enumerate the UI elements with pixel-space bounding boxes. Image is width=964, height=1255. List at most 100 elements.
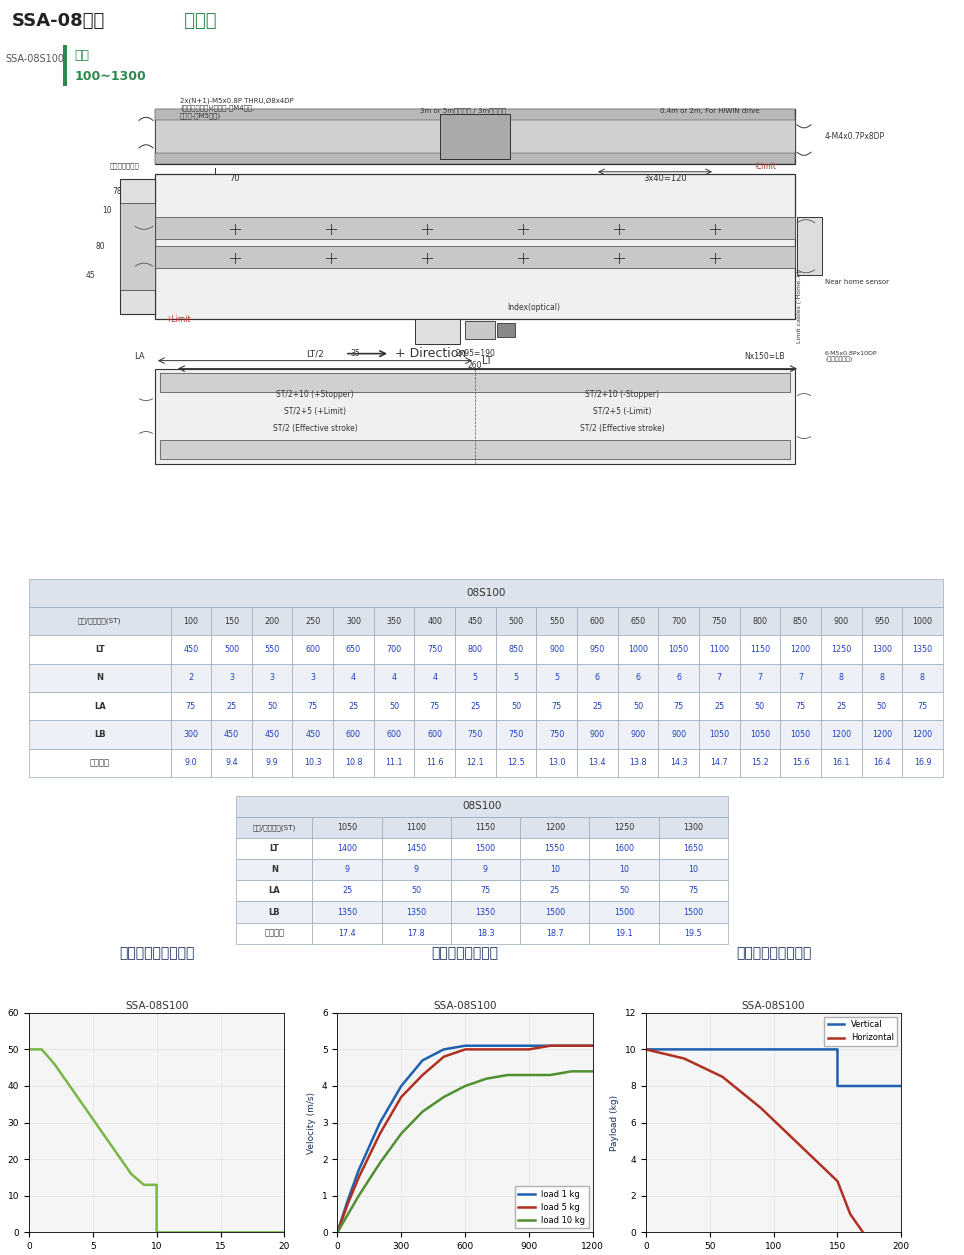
load 1 kg — [438, 1042, 449, 1057]
Bar — [821, 664, 862, 692]
Bar — [577, 692, 618, 720]
load 10 kg — [395, 1126, 407, 1141]
Text: 900: 900 — [671, 730, 686, 739]
Bar — [902, 664, 943, 692]
Text: 2x95=190: 2x95=190 — [455, 349, 495, 358]
Text: 450: 450 — [264, 730, 280, 739]
Text: 10: 10 — [619, 865, 629, 875]
Bar — [658, 664, 699, 692]
Bar — [455, 607, 495, 635]
Text: 1050: 1050 — [710, 730, 730, 739]
Text: 3x40=120: 3x40=120 — [643, 173, 686, 183]
Text: 13.4: 13.4 — [589, 758, 606, 767]
Bar — [171, 635, 211, 664]
Text: 400: 400 — [427, 616, 442, 625]
Line: load 10 kg: load 10 kg — [337, 1072, 593, 1232]
Bar — [902, 720, 943, 748]
Text: 機台重量: 機台重量 — [90, 758, 110, 767]
Text: 50: 50 — [619, 886, 629, 895]
Bar — [334, 635, 374, 664]
Bar — [902, 748, 943, 777]
Bar — [618, 664, 658, 692]
Text: 5: 5 — [514, 673, 519, 683]
Bar — [415, 664, 455, 692]
Vertical — [832, 1078, 844, 1093]
Bar — [120, 178, 155, 314]
Text: 9: 9 — [344, 865, 350, 875]
Legend: load 1 kg, load 5 kg, load 10 kg: load 1 kg, load 5 kg, load 10 kg — [515, 1186, 589, 1229]
Text: 17.8: 17.8 — [408, 929, 425, 937]
load 5 kg — [353, 1170, 364, 1185]
Bar — [862, 748, 902, 777]
load 5 kg — [374, 1126, 386, 1141]
Text: 3: 3 — [270, 673, 275, 683]
Bar — [821, 692, 862, 720]
Text: 50: 50 — [755, 702, 765, 710]
Bar — [862, 664, 902, 692]
Bar — [415, 748, 455, 777]
Text: 900: 900 — [834, 616, 848, 625]
Bar — [455, 635, 495, 664]
Bar — [312, 838, 382, 860]
Text: 1200: 1200 — [871, 730, 892, 739]
Text: 450: 450 — [468, 616, 483, 625]
Text: 750: 750 — [427, 645, 442, 654]
Line: load 5 kg: load 5 kg — [337, 1045, 593, 1232]
Bar — [658, 922, 728, 944]
Bar — [155, 217, 795, 238]
Text: 19.5: 19.5 — [684, 929, 702, 937]
Horizontal — [844, 1206, 856, 1221]
Text: 4: 4 — [432, 673, 438, 683]
Bar — [29, 607, 171, 635]
Text: 16.4: 16.4 — [873, 758, 891, 767]
Text: 500: 500 — [224, 645, 239, 654]
Bar — [521, 860, 589, 880]
Bar — [451, 838, 521, 860]
Bar — [536, 748, 577, 777]
Text: 15.2: 15.2 — [751, 758, 768, 767]
Text: 800: 800 — [752, 616, 767, 625]
load 10 kg — [566, 1064, 577, 1079]
Bar — [699, 635, 739, 664]
Text: 1500: 1500 — [475, 845, 495, 853]
load 1 kg — [332, 1225, 343, 1240]
Text: 9: 9 — [483, 865, 488, 875]
load 1 kg — [566, 1038, 577, 1053]
Bar — [495, 748, 536, 777]
Text: 行程: 行程 — [75, 49, 90, 63]
Text: 18.3: 18.3 — [477, 929, 495, 937]
Text: 10: 10 — [102, 206, 112, 215]
Bar — [589, 860, 658, 880]
Bar — [211, 635, 252, 664]
Text: 6: 6 — [676, 673, 682, 683]
Bar — [374, 720, 415, 748]
Bar — [374, 748, 415, 777]
Bar — [211, 748, 252, 777]
Bar — [252, 720, 292, 748]
Text: 3m or 5m馬達出線 / 3m選擇出線: 3m or 5m馬達出線 / 3m選擇出線 — [420, 107, 506, 114]
Bar — [455, 664, 495, 692]
Bar — [521, 880, 589, 901]
Bar — [252, 692, 292, 720]
Text: 850: 850 — [793, 616, 808, 625]
Text: 1250: 1250 — [614, 823, 634, 832]
Text: 2x(N+1)-M5x0.8P THRU,Ø8x4DP
(固定部安裝孔)(上鎖式-用M4螺栓,
下鎖式-用M5螺栓): 2x(N+1)-M5x0.8P THRU,Ø8x4DP (固定部安裝孔)(上鎖式… — [180, 97, 294, 119]
Text: 500: 500 — [508, 616, 523, 625]
Bar — [862, 607, 902, 635]
Text: 08S100: 08S100 — [463, 801, 501, 811]
Text: 1200: 1200 — [545, 823, 565, 832]
Text: 150: 150 — [224, 616, 239, 625]
Bar — [171, 607, 211, 635]
Text: ST/2+5 (-Limit): ST/2+5 (-Limit) — [593, 407, 652, 415]
load 10 kg — [587, 1064, 599, 1079]
Bar — [495, 635, 536, 664]
Line: Vertical: Vertical — [646, 1049, 901, 1086]
load 1 kg — [502, 1038, 514, 1053]
Text: 260: 260 — [468, 361, 482, 370]
Text: 80: 80 — [95, 242, 105, 251]
Text: 900: 900 — [590, 730, 604, 739]
Bar — [171, 692, 211, 720]
Bar — [334, 748, 374, 777]
Bar — [160, 439, 790, 458]
Bar — [236, 838, 312, 860]
